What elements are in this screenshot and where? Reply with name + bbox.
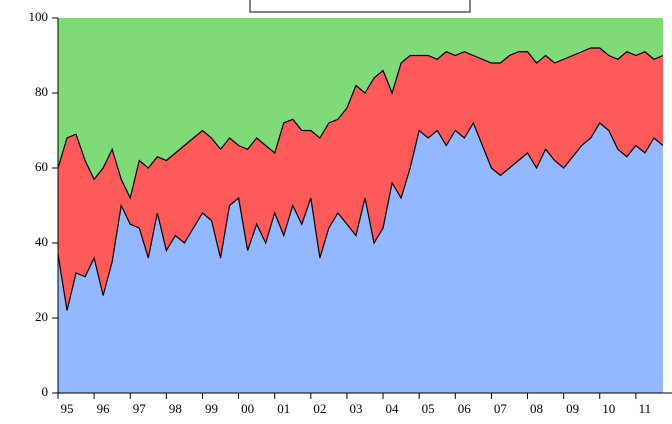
x-tick-label: 96: [97, 401, 111, 416]
area: [58, 48, 663, 311]
x-tick-label: 02: [313, 401, 326, 416]
y-tick-label: 100: [29, 9, 49, 24]
x-tick-label: 04: [386, 401, 400, 416]
x-tick-label: 07: [494, 401, 508, 416]
y-tick-label: 60: [35, 159, 48, 174]
x-tick-label: 06: [458, 401, 472, 416]
y-tick-label: 40: [35, 234, 48, 249]
x-tick-label: 00: [241, 401, 254, 416]
x-tick-label: 05: [422, 401, 435, 416]
y-tick-label: 0: [42, 384, 49, 399]
area: [58, 18, 663, 198]
x-tick-label: 97: [133, 401, 147, 416]
x-tick-label: 08: [530, 401, 543, 416]
x-tick-label: 01: [277, 401, 290, 416]
y-tick-label: 20: [35, 309, 48, 324]
x-tick-label: 10: [602, 401, 615, 416]
title-box: [249, 0, 471, 13]
x-tick-label: 95: [61, 401, 74, 416]
area: [58, 123, 663, 393]
x-tick-label: 99: [205, 401, 218, 416]
y-tick-label: 80: [35, 84, 48, 99]
x-tick-label: 09: [566, 401, 579, 416]
x-tick-label: 03: [349, 401, 362, 416]
boundary-line: [57, 121, 664, 311]
x-tick-label: 11: [639, 401, 652, 416]
x-tick-label: 98: [169, 401, 182, 416]
boundary-line: [57, 47, 664, 200]
